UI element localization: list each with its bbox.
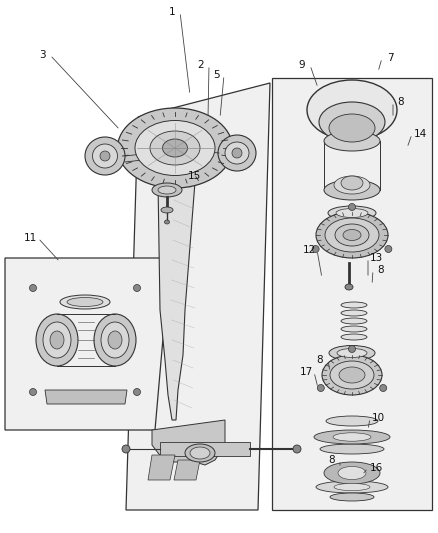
Ellipse shape	[339, 367, 365, 383]
Ellipse shape	[324, 180, 380, 200]
Ellipse shape	[225, 142, 249, 164]
Ellipse shape	[385, 246, 392, 253]
Ellipse shape	[341, 176, 363, 190]
Polygon shape	[174, 460, 200, 480]
Ellipse shape	[337, 349, 367, 358]
Text: 8: 8	[398, 97, 404, 107]
Polygon shape	[195, 130, 210, 155]
Ellipse shape	[122, 445, 130, 453]
Ellipse shape	[334, 483, 370, 490]
Ellipse shape	[29, 285, 36, 292]
Ellipse shape	[161, 207, 173, 213]
Ellipse shape	[325, 218, 379, 252]
Ellipse shape	[338, 466, 366, 480]
Ellipse shape	[330, 493, 374, 501]
Ellipse shape	[341, 326, 367, 332]
Ellipse shape	[333, 433, 371, 441]
Text: 8: 8	[328, 455, 336, 465]
Text: 5: 5	[213, 70, 219, 80]
Text: 2: 2	[198, 60, 204, 70]
Ellipse shape	[162, 139, 187, 157]
Ellipse shape	[108, 331, 122, 349]
Polygon shape	[126, 83, 270, 510]
Ellipse shape	[150, 131, 200, 165]
Ellipse shape	[312, 246, 319, 253]
Text: 12: 12	[302, 245, 316, 255]
Ellipse shape	[101, 322, 129, 358]
Ellipse shape	[343, 230, 361, 240]
Polygon shape	[5, 258, 170, 430]
Ellipse shape	[314, 430, 390, 444]
Ellipse shape	[349, 345, 356, 352]
Ellipse shape	[29, 389, 36, 395]
Polygon shape	[45, 390, 127, 404]
Ellipse shape	[322, 355, 382, 395]
Polygon shape	[174, 130, 195, 155]
Ellipse shape	[349, 204, 356, 211]
Text: 8: 8	[378, 265, 384, 275]
Ellipse shape	[319, 102, 385, 142]
Text: 14: 14	[413, 129, 427, 139]
Ellipse shape	[152, 183, 182, 197]
Ellipse shape	[341, 302, 367, 308]
Ellipse shape	[334, 176, 370, 194]
Ellipse shape	[341, 318, 367, 324]
Ellipse shape	[307, 80, 397, 140]
Ellipse shape	[185, 444, 215, 462]
Text: 11: 11	[23, 233, 37, 243]
Ellipse shape	[316, 481, 388, 493]
Ellipse shape	[341, 334, 367, 340]
Ellipse shape	[328, 206, 376, 220]
Ellipse shape	[60, 295, 110, 309]
Text: 7: 7	[387, 53, 393, 63]
Ellipse shape	[341, 310, 367, 316]
Ellipse shape	[329, 114, 375, 142]
Text: 13: 13	[369, 253, 383, 263]
Ellipse shape	[316, 212, 388, 258]
Polygon shape	[148, 455, 175, 480]
Text: 3: 3	[39, 50, 45, 60]
Text: 8: 8	[317, 355, 323, 365]
Ellipse shape	[324, 131, 380, 151]
Polygon shape	[152, 420, 225, 465]
Ellipse shape	[43, 322, 71, 358]
Ellipse shape	[36, 314, 78, 366]
Ellipse shape	[317, 384, 324, 392]
Ellipse shape	[345, 284, 353, 290]
Ellipse shape	[85, 137, 125, 175]
Ellipse shape	[135, 120, 215, 175]
Ellipse shape	[326, 416, 378, 426]
Ellipse shape	[293, 445, 301, 453]
Ellipse shape	[380, 384, 387, 392]
Ellipse shape	[324, 462, 380, 484]
Ellipse shape	[94, 314, 136, 366]
Ellipse shape	[165, 220, 170, 224]
Text: 17: 17	[300, 367, 313, 377]
Ellipse shape	[218, 135, 256, 171]
Text: 9: 9	[299, 60, 305, 70]
Ellipse shape	[117, 108, 233, 188]
Bar	[160, 442, 250, 456]
Polygon shape	[160, 130, 172, 155]
Ellipse shape	[320, 444, 384, 454]
Ellipse shape	[158, 186, 176, 194]
Ellipse shape	[330, 361, 374, 389]
Polygon shape	[158, 150, 210, 420]
Ellipse shape	[100, 151, 110, 161]
Ellipse shape	[335, 224, 369, 246]
Text: 10: 10	[371, 413, 385, 423]
Text: 1: 1	[169, 7, 175, 17]
Text: 15: 15	[187, 171, 201, 181]
Text: 16: 16	[369, 463, 383, 473]
Ellipse shape	[232, 148, 242, 158]
Ellipse shape	[134, 389, 141, 395]
Polygon shape	[272, 78, 432, 510]
Ellipse shape	[134, 285, 141, 292]
Ellipse shape	[92, 144, 117, 168]
Ellipse shape	[329, 345, 375, 360]
Ellipse shape	[190, 447, 210, 459]
Ellipse shape	[336, 208, 368, 217]
Ellipse shape	[67, 297, 103, 306]
Ellipse shape	[50, 331, 64, 349]
